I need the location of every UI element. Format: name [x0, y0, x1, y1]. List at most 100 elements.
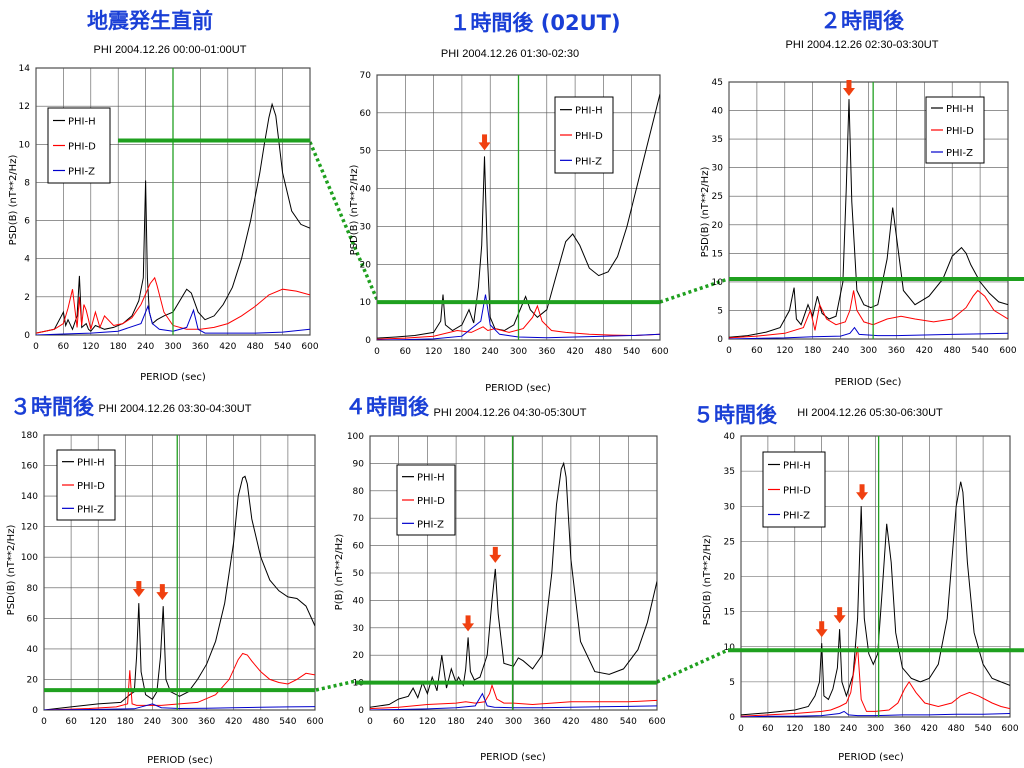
x-tick-label: 0 — [33, 342, 39, 352]
panel-subtitle: PHI 2004.12.26 01:30-02:30 — [441, 48, 579, 60]
y-tick-label: 100 — [347, 432, 364, 442]
y-tick-label: 2 — [24, 293, 30, 303]
y-tick-label: 4 — [24, 255, 30, 265]
x-tick-label: 60 — [400, 347, 412, 357]
x-tick-label: 0 — [726, 346, 732, 356]
x-tick-label: 480 — [944, 346, 961, 356]
series-line-phi-d — [36, 276, 310, 334]
y-tick-label: 60 — [353, 542, 365, 552]
x-tick-label: 420 — [219, 342, 236, 352]
chart-panel-2: １時間後 (02UT) PHI 2004.12.26 01:30-02:30 0 60… — [349, 11, 669, 394]
x-tick-label: 120 — [776, 346, 793, 356]
panel-subtitle: PHI 2004.12.26 04:30-05:30UT — [434, 407, 587, 419]
x-tick-label: 120 — [425, 347, 442, 357]
y-tick-label: 0 — [24, 331, 30, 341]
x-tick-label: 360 — [888, 346, 905, 356]
y-tick-label: 25 — [712, 192, 723, 202]
y-tick-label: 12 — [19, 102, 30, 112]
series-line-phi-z — [377, 294, 660, 340]
x-tick-label: 420 — [916, 346, 933, 356]
legend: PHI-H PHI-D PHI-Z — [47, 107, 111, 184]
x-axis-label: PERIOD (sec) — [480, 752, 546, 763]
y-tick-label: 90 — [353, 459, 365, 469]
legend-entry: PHI-D — [77, 481, 105, 492]
x-tick-label: 120 — [419, 717, 436, 727]
legend-entry: PHI-D — [946, 126, 974, 137]
peak-arrow-icon — [462, 615, 475, 632]
x-tick-label: 540 — [279, 717, 296, 727]
x-tick-label: 240 — [144, 717, 161, 727]
threshold-connector — [315, 679, 357, 692]
y-tick-label: 10 — [724, 643, 736, 653]
y-tick-label: 6 — [24, 217, 30, 227]
y-axis-label: PSD(B) (nT**2/Hz) — [700, 167, 711, 258]
x-axis-label: PERIOD (sec) — [838, 752, 904, 763]
chart-panel-5: ４時間後 PHI 2004.12.26 04:30-05:30UT 0 60 120 18… — [334, 395, 666, 763]
x-tick-label: 300 — [505, 717, 522, 727]
x-tick-label: 420 — [562, 717, 579, 727]
y-tick-label: 15 — [712, 249, 723, 259]
y-tick-label: 60 — [360, 109, 372, 119]
series-line-phi-d — [729, 289, 1008, 339]
legend-entry: PHI-H — [575, 106, 603, 117]
x-tick-label: 480 — [252, 717, 269, 727]
y-tick-label: 15 — [724, 608, 735, 618]
y-tick-label: 140 — [21, 492, 38, 502]
threshold-connector — [308, 141, 380, 303]
legend-entry: PHI-Z — [783, 511, 810, 522]
y-tick-label: 100 — [21, 553, 38, 563]
x-tick-label: 0 — [738, 724, 744, 734]
series-line-phi-z — [44, 703, 315, 710]
x-tick-label: 480 — [948, 724, 965, 734]
panel-heading: 地震発生直前 — [87, 9, 213, 33]
series-line-phi-z — [729, 326, 1008, 339]
y-tick-label: 10 — [19, 140, 31, 150]
x-tick-label: 60 — [762, 724, 774, 734]
peak-arrow-icon — [489, 546, 502, 563]
threshold-connectors — [308, 141, 729, 692]
legend-entry: PHI-H — [417, 473, 445, 484]
x-tick-label: 360 — [198, 717, 215, 727]
y-tick-label: 10 — [712, 278, 724, 288]
x-tick-label: 0 — [367, 717, 373, 727]
x-tick-label: 240 — [482, 347, 499, 357]
legend-entry: PHI-Z — [946, 148, 973, 159]
y-tick-label: 40 — [353, 596, 365, 606]
y-tick-label: 20 — [712, 221, 724, 231]
y-axis-label: PSD(B) (nT**2/Hz) — [8, 155, 19, 246]
y-tick-label: 20 — [724, 573, 736, 583]
y-tick-label: 40 — [27, 645, 39, 655]
y-tick-label: 160 — [21, 462, 38, 472]
x-tick-label: 60 — [65, 717, 77, 727]
x-tick-label: 60 — [393, 717, 405, 727]
x-tick-label: 0 — [374, 347, 380, 357]
y-tick-label: 0 — [358, 706, 364, 716]
series-line-phi-z — [370, 692, 657, 710]
y-tick-label: 0 — [32, 706, 38, 716]
x-tick-label: 540 — [623, 347, 640, 357]
x-tick-label: 600 — [1001, 724, 1018, 734]
x-axis-label: PERIOD (Sec) — [835, 377, 902, 388]
x-tick-label: 480 — [595, 347, 612, 357]
x-tick-label: 360 — [534, 717, 551, 727]
x-tick-label: 600 — [648, 717, 665, 727]
x-tick-label: 600 — [306, 717, 323, 727]
x-tick-label: 480 — [247, 342, 264, 352]
x-tick-label: 180 — [813, 724, 830, 734]
x-tick-label: 540 — [274, 342, 291, 352]
x-tick-label: 360 — [538, 347, 555, 357]
x-tick-label: 120 — [90, 717, 107, 727]
x-tick-label: 600 — [651, 347, 668, 357]
y-tick-label: 80 — [353, 487, 365, 497]
peak-arrow-icon — [856, 484, 869, 501]
y-tick-label: 40 — [712, 107, 724, 117]
panel-subtitle: PHI 2004.12.26 02:30-03:30UT — [786, 39, 939, 51]
x-tick-label: 240 — [476, 717, 493, 727]
y-tick-label: 40 — [724, 432, 736, 442]
y-tick-label: 45 — [712, 78, 723, 88]
legend-entry: PHI-Z — [77, 504, 104, 515]
y-tick-label: 180 — [21, 431, 38, 441]
y-tick-label: 70 — [360, 71, 372, 81]
